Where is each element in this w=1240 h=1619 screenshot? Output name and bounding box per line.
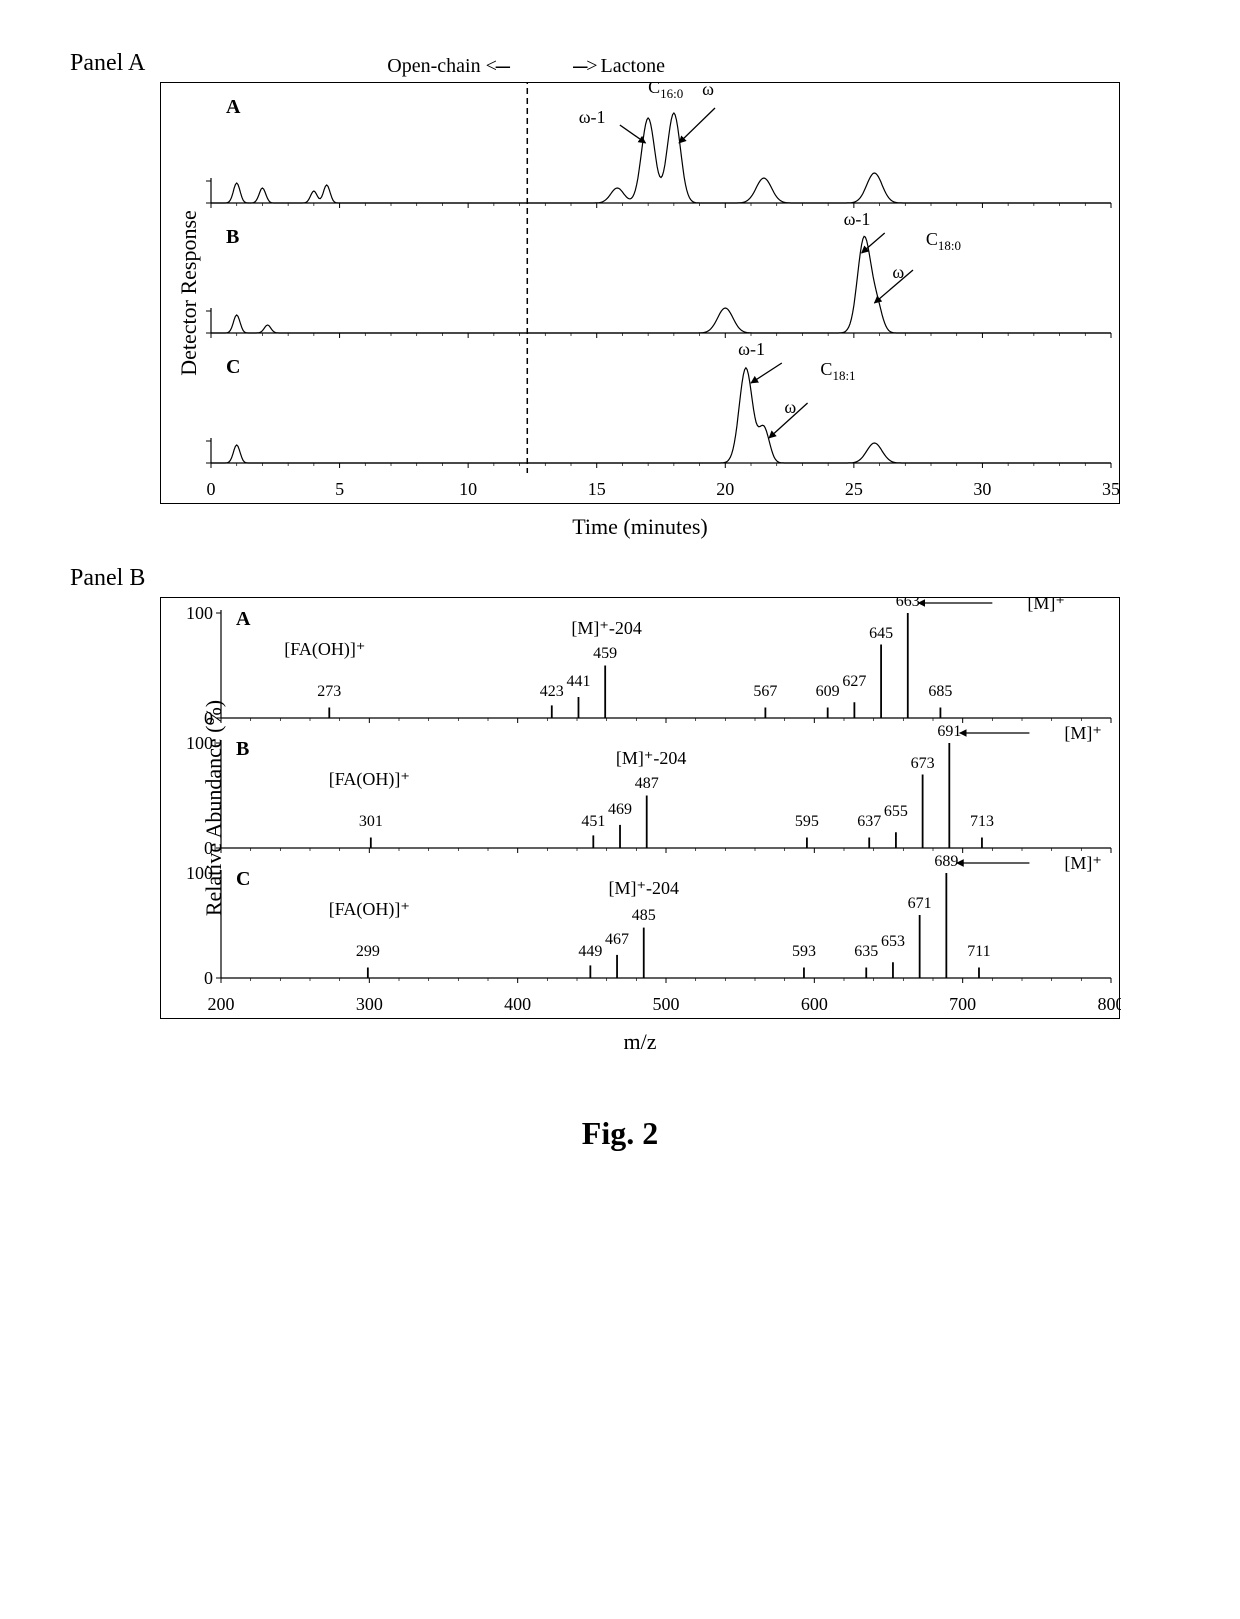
svg-text:273: 273 xyxy=(317,683,341,700)
svg-text:485: 485 xyxy=(632,907,656,924)
svg-text:595: 595 xyxy=(795,813,819,830)
svg-text:593: 593 xyxy=(792,943,816,960)
svg-text:645: 645 xyxy=(869,625,893,642)
svg-text:ω-1: ω-1 xyxy=(738,339,765,359)
svg-text:B: B xyxy=(236,738,249,760)
svg-text:15: 15 xyxy=(588,479,606,499)
svg-text:200: 200 xyxy=(208,994,235,1014)
svg-text:663: 663 xyxy=(896,598,920,610)
svg-text:ω-1: ω-1 xyxy=(844,209,871,229)
svg-text:500: 500 xyxy=(653,994,680,1014)
svg-text:627: 627 xyxy=(842,673,866,690)
svg-text:B: B xyxy=(226,226,239,248)
svg-text:A: A xyxy=(236,608,251,630)
svg-text:ω: ω xyxy=(702,83,714,99)
panel-b-title: Panel B xyxy=(70,565,1180,592)
svg-text:C: C xyxy=(226,356,240,378)
svg-text:300: 300 xyxy=(356,994,383,1014)
svg-text:655: 655 xyxy=(884,803,908,820)
svg-text:[M]⁺-204: [M]⁺-204 xyxy=(616,748,687,768)
svg-text:A: A xyxy=(226,96,241,118)
svg-text:[FA(OH)]⁺: [FA(OH)]⁺ xyxy=(329,899,410,920)
svg-text:100: 100 xyxy=(186,603,213,623)
svg-text:609: 609 xyxy=(816,683,840,700)
svg-text:700: 700 xyxy=(949,994,976,1014)
svg-text:711: 711 xyxy=(967,943,990,960)
panel-b-x-axis-label: m/z xyxy=(160,1029,1120,1055)
svg-text:600: 600 xyxy=(801,994,828,1014)
svg-text:299: 299 xyxy=(356,943,380,960)
svg-text:301: 301 xyxy=(359,813,383,830)
svg-text:449: 449 xyxy=(578,943,602,960)
panel-b-svg: 0 100 A 273 423441459 567 609627 645 663 685 [FA(O… xyxy=(161,598,1121,1018)
svg-text:[M]⁺-204: [M]⁺-204 xyxy=(609,878,680,898)
svg-text:30: 30 xyxy=(973,479,991,499)
svg-text:467: 467 xyxy=(605,931,629,948)
svg-text:713: 713 xyxy=(970,813,994,830)
svg-text:5: 5 xyxy=(335,479,344,499)
svg-text:637: 637 xyxy=(857,813,881,830)
svg-text:653: 653 xyxy=(881,933,905,950)
svg-text:800: 800 xyxy=(1098,994,1122,1014)
svg-text:400: 400 xyxy=(504,994,531,1014)
svg-text:691: 691 xyxy=(937,723,961,740)
panel-a-header-left: Open-chain <--- xyxy=(387,55,509,78)
panel-b-y-axis-label: Relative Abundance (%) xyxy=(201,700,227,916)
panel-a-header-right: ---> Lactone xyxy=(572,55,665,78)
panel-a-svg: AC16:0ωω-1BC18:0ωω-1CC18:1ωω-10510152025… xyxy=(161,83,1121,503)
svg-text:673: 673 xyxy=(911,755,935,772)
svg-text:C18:0: C18:0 xyxy=(926,229,961,253)
figure-caption: Fig. 2 xyxy=(60,1115,1180,1152)
panel-b-chart-group: Relative Abundance (%) 0 100 A 273 423441459… xyxy=(160,597,1120,1019)
svg-text:441: 441 xyxy=(566,673,590,690)
svg-text:[FA(OH)]⁺: [FA(OH)]⁺ xyxy=(329,769,410,790)
svg-text:567: 567 xyxy=(753,683,777,700)
svg-text:C: C xyxy=(236,868,250,890)
svg-text:25: 25 xyxy=(845,479,863,499)
svg-text:ω-1: ω-1 xyxy=(579,107,606,127)
svg-text:423: 423 xyxy=(540,683,564,700)
svg-text:[M]⁺: [M]⁺ xyxy=(1064,723,1102,743)
svg-text:[M]⁺: [M]⁺ xyxy=(1064,853,1102,873)
panel-a-x-axis-label: Time (minutes) xyxy=(160,514,1120,540)
svg-text:635: 635 xyxy=(854,943,878,960)
svg-text:0: 0 xyxy=(204,968,213,988)
svg-text:10: 10 xyxy=(459,479,477,499)
svg-text:C18:1: C18:1 xyxy=(820,359,855,383)
svg-text:469: 469 xyxy=(608,801,632,818)
svg-text:[M]⁺: [M]⁺ xyxy=(1027,598,1065,613)
svg-text:0: 0 xyxy=(207,479,216,499)
svg-text:671: 671 xyxy=(908,895,932,912)
svg-text:[FA(OH)]⁺: [FA(OH)]⁺ xyxy=(284,639,365,660)
svg-text:20: 20 xyxy=(716,479,734,499)
panel-a-y-axis-label: Detector Response xyxy=(176,210,202,376)
svg-text:451: 451 xyxy=(581,813,605,830)
svg-text:459: 459 xyxy=(593,645,617,662)
panel-a-chart-group: Detector Response Open-chain <--- ---> L… xyxy=(160,82,1120,504)
svg-text:689: 689 xyxy=(934,853,958,870)
svg-text:C16:0: C16:0 xyxy=(648,83,683,101)
svg-text:685: 685 xyxy=(928,683,952,700)
svg-text:35: 35 xyxy=(1102,479,1120,499)
svg-text:[M]⁺-204: [M]⁺-204 xyxy=(571,618,642,638)
svg-text:487: 487 xyxy=(635,775,659,792)
